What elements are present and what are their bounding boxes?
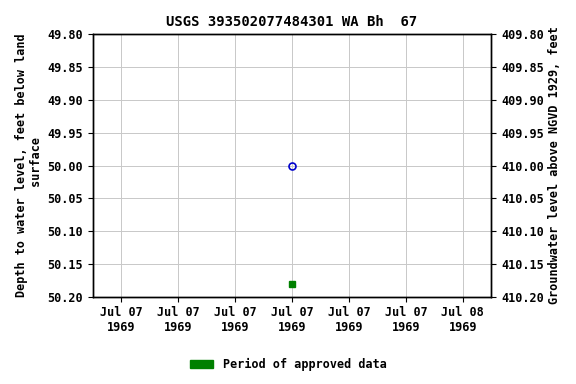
Y-axis label: Depth to water level, feet below land
 surface: Depth to water level, feet below land su… <box>15 34 43 297</box>
Title: USGS 393502077484301 WA Bh  67: USGS 393502077484301 WA Bh 67 <box>166 15 418 29</box>
Y-axis label: Groundwater level above NGVD 1929, feet: Groundwater level above NGVD 1929, feet <box>548 26 561 305</box>
Legend: Period of approved data: Period of approved data <box>185 354 391 376</box>
